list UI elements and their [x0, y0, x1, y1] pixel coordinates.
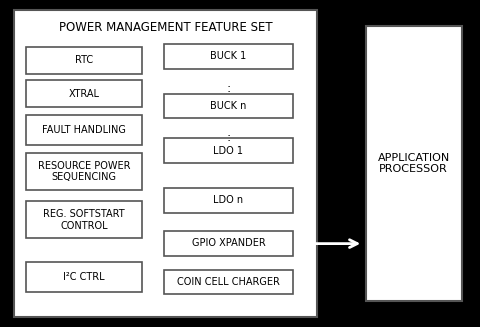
- FancyBboxPatch shape: [163, 94, 293, 118]
- FancyBboxPatch shape: [26, 80, 142, 107]
- Text: LDO 1: LDO 1: [213, 146, 243, 156]
- FancyBboxPatch shape: [163, 231, 293, 256]
- FancyBboxPatch shape: [163, 188, 293, 213]
- FancyBboxPatch shape: [14, 10, 317, 317]
- Text: XTRAL: XTRAL: [69, 89, 99, 98]
- Text: BUCK 1: BUCK 1: [210, 51, 246, 61]
- FancyBboxPatch shape: [26, 201, 142, 238]
- Text: POWER MANAGEMENT FEATURE SET: POWER MANAGEMENT FEATURE SET: [59, 21, 272, 34]
- FancyBboxPatch shape: [365, 26, 461, 301]
- FancyBboxPatch shape: [163, 270, 293, 294]
- FancyBboxPatch shape: [26, 153, 142, 190]
- Text: I²C CTRL: I²C CTRL: [63, 272, 105, 282]
- Text: REG. SOFTSTART
CONTROL: REG. SOFTSTART CONTROL: [43, 209, 125, 231]
- Text: BUCK n: BUCK n: [210, 101, 246, 111]
- Text: GPIO XPANDER: GPIO XPANDER: [191, 238, 265, 249]
- FancyBboxPatch shape: [26, 47, 142, 74]
- FancyBboxPatch shape: [163, 138, 293, 163]
- FancyBboxPatch shape: [163, 44, 293, 69]
- Text: :: :: [226, 131, 230, 145]
- Text: FAULT HANDLING: FAULT HANDLING: [42, 125, 126, 135]
- Text: RTC: RTC: [75, 55, 93, 65]
- FancyBboxPatch shape: [26, 115, 142, 145]
- Text: :: :: [226, 82, 230, 95]
- FancyBboxPatch shape: [26, 262, 142, 292]
- Text: RESOURCE POWER
SEQUENCING: RESOURCE POWER SEQUENCING: [38, 161, 130, 182]
- Text: APPLICATION
PROCESSOR: APPLICATION PROCESSOR: [377, 153, 449, 174]
- Text: COIN CELL CHARGER: COIN CELL CHARGER: [177, 277, 279, 287]
- Text: LDO n: LDO n: [213, 195, 243, 205]
